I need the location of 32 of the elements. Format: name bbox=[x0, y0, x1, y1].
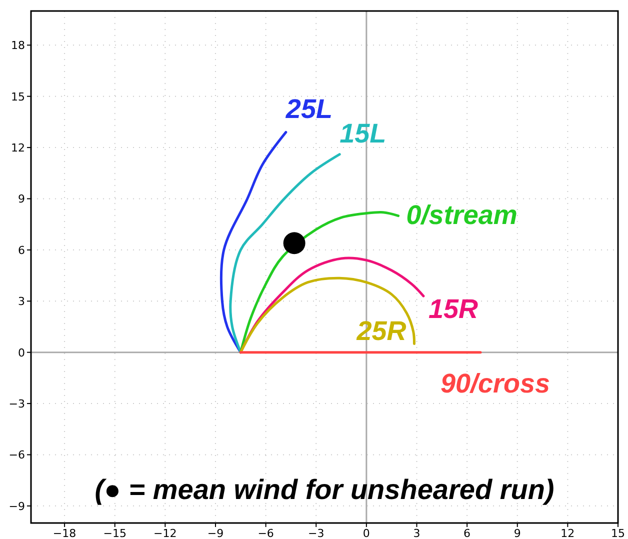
y-tick-label: 18 bbox=[11, 39, 25, 52]
x-tick-label: 3 bbox=[413, 527, 420, 539]
series-label: 15L bbox=[340, 118, 386, 148]
y-tick-label: 3 bbox=[18, 295, 25, 308]
line-series bbox=[239, 276, 416, 354]
series-label: 0/stream bbox=[406, 200, 518, 230]
x-tick-label: 6 bbox=[464, 527, 471, 539]
x-tick-label: −18 bbox=[52, 527, 76, 539]
series-label: 90/cross bbox=[440, 368, 550, 398]
y-tick-label: −9 bbox=[8, 500, 25, 513]
series-label: 25R bbox=[356, 316, 407, 346]
x-tick-label: −6 bbox=[258, 527, 274, 539]
y-tick-label: 15 bbox=[11, 90, 25, 104]
y-tick-label: 12 bbox=[11, 142, 25, 155]
x-tick-label: −15 bbox=[103, 527, 126, 539]
x-tick-label: 12 bbox=[560, 527, 575, 539]
line-series bbox=[220, 130, 288, 354]
line-series bbox=[229, 153, 341, 354]
x-tick-label: −9 bbox=[207, 527, 224, 539]
x-tick-label: −12 bbox=[154, 527, 177, 539]
x-tick-label: 9 bbox=[514, 527, 521, 539]
series-label: 15R bbox=[428, 294, 478, 324]
x-tick-label: 0 bbox=[362, 527, 370, 539]
y-tick-label: 6 bbox=[18, 244, 25, 257]
annotation: (● = mean wind for unsheared run) bbox=[94, 474, 554, 505]
x-tick-label: −3 bbox=[308, 527, 324, 539]
y-tick-label: 9 bbox=[18, 192, 25, 206]
x-tick-label: 15 bbox=[611, 527, 625, 539]
series-label: 25L bbox=[284, 94, 332, 124]
y-tick-label: −3 bbox=[8, 398, 25, 411]
y-tick-label: −6 bbox=[8, 448, 25, 462]
y-tick-label: 0 bbox=[18, 346, 25, 360]
